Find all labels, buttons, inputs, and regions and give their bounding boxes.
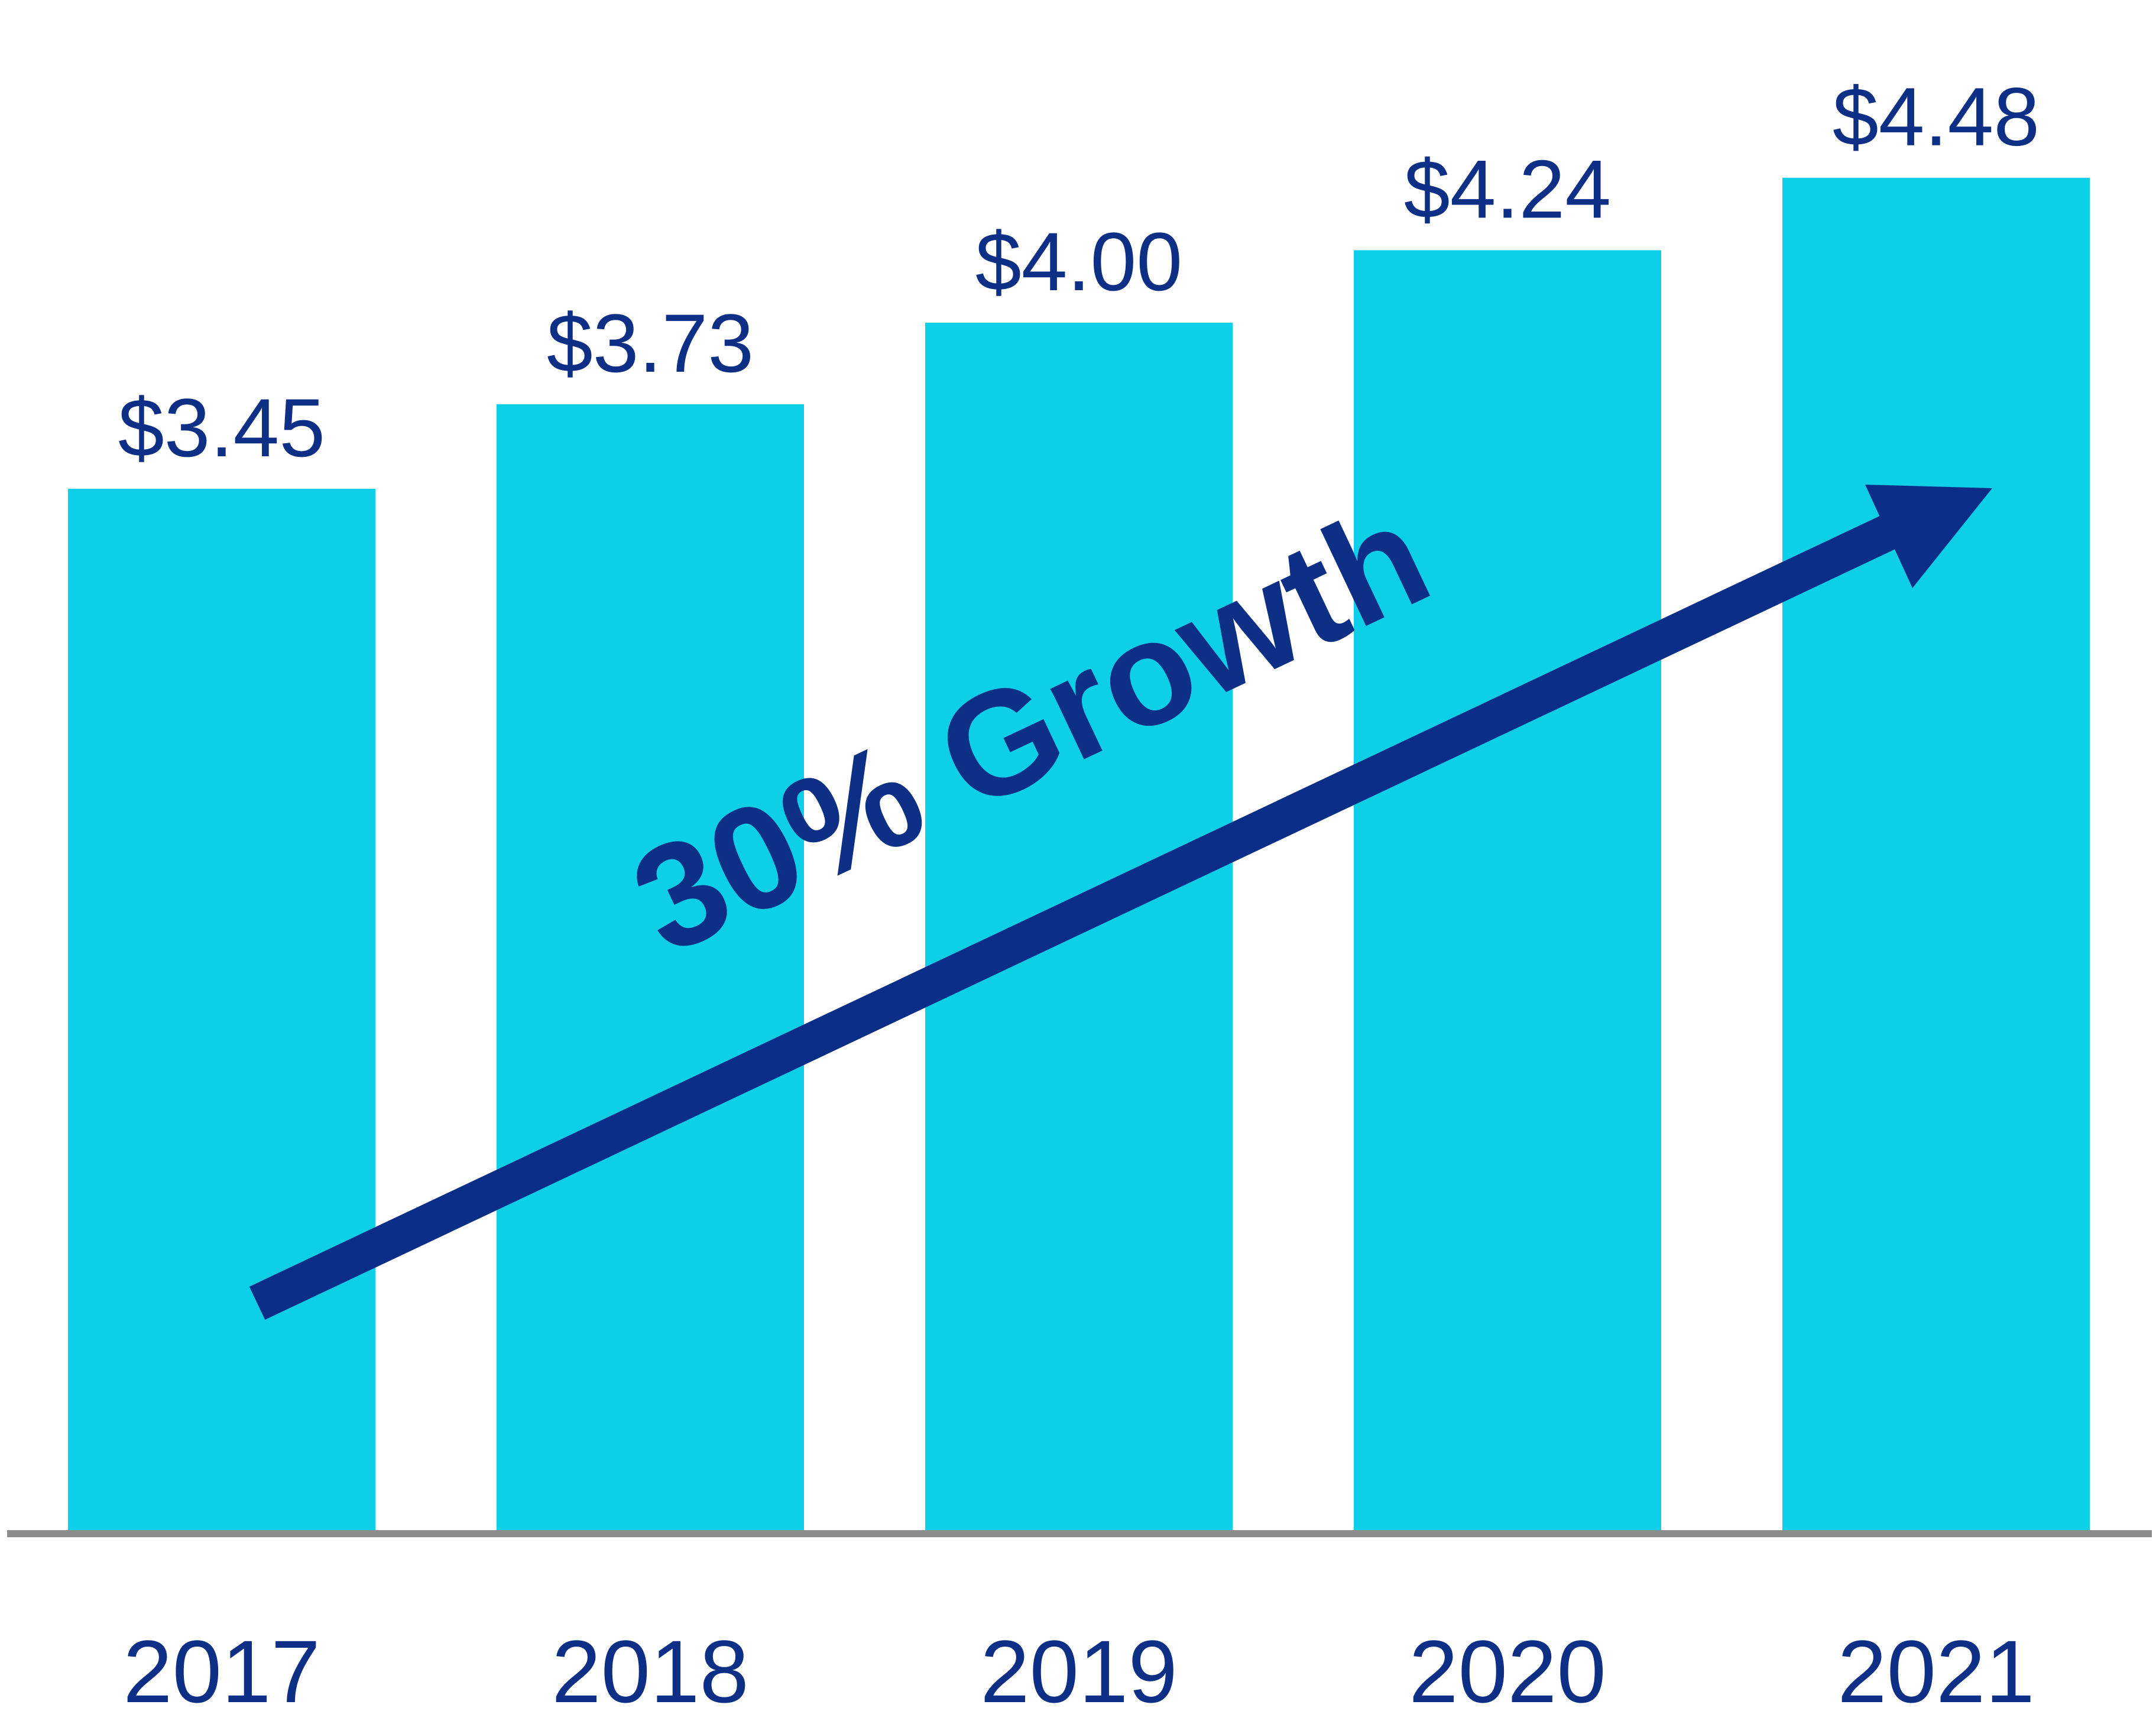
bar-2020 xyxy=(1354,250,1661,1531)
category-labels-layer: 2017 2018 2019 2020 2021 xyxy=(123,1622,2035,1721)
growth-arrow-head xyxy=(1865,485,1992,588)
category-label-2021: 2021 xyxy=(1837,1622,2035,1721)
category-label-2020: 2020 xyxy=(1409,1622,1606,1721)
bars-layer xyxy=(68,177,2090,1531)
value-labels-layer: $3.45 $3.73 $4.00 $4.24 $4.48 xyxy=(118,70,2040,474)
category-label-2017: 2017 xyxy=(123,1622,320,1721)
value-label-2017: $3.45 xyxy=(118,381,325,474)
category-label-2018: 2018 xyxy=(552,1622,749,1721)
value-label-2019: $4.00 xyxy=(975,215,1182,308)
bar-2021 xyxy=(1782,177,2090,1531)
value-label-2018: $3.73 xyxy=(547,297,754,389)
growth-arrow-shaft xyxy=(249,515,1897,1320)
value-label-2021: $4.48 xyxy=(1833,70,2040,163)
value-label-2020: $4.24 xyxy=(1404,142,1611,235)
category-label-2019: 2019 xyxy=(980,1622,1178,1721)
bar-2017 xyxy=(68,489,375,1531)
bar-2018 xyxy=(497,404,804,1531)
